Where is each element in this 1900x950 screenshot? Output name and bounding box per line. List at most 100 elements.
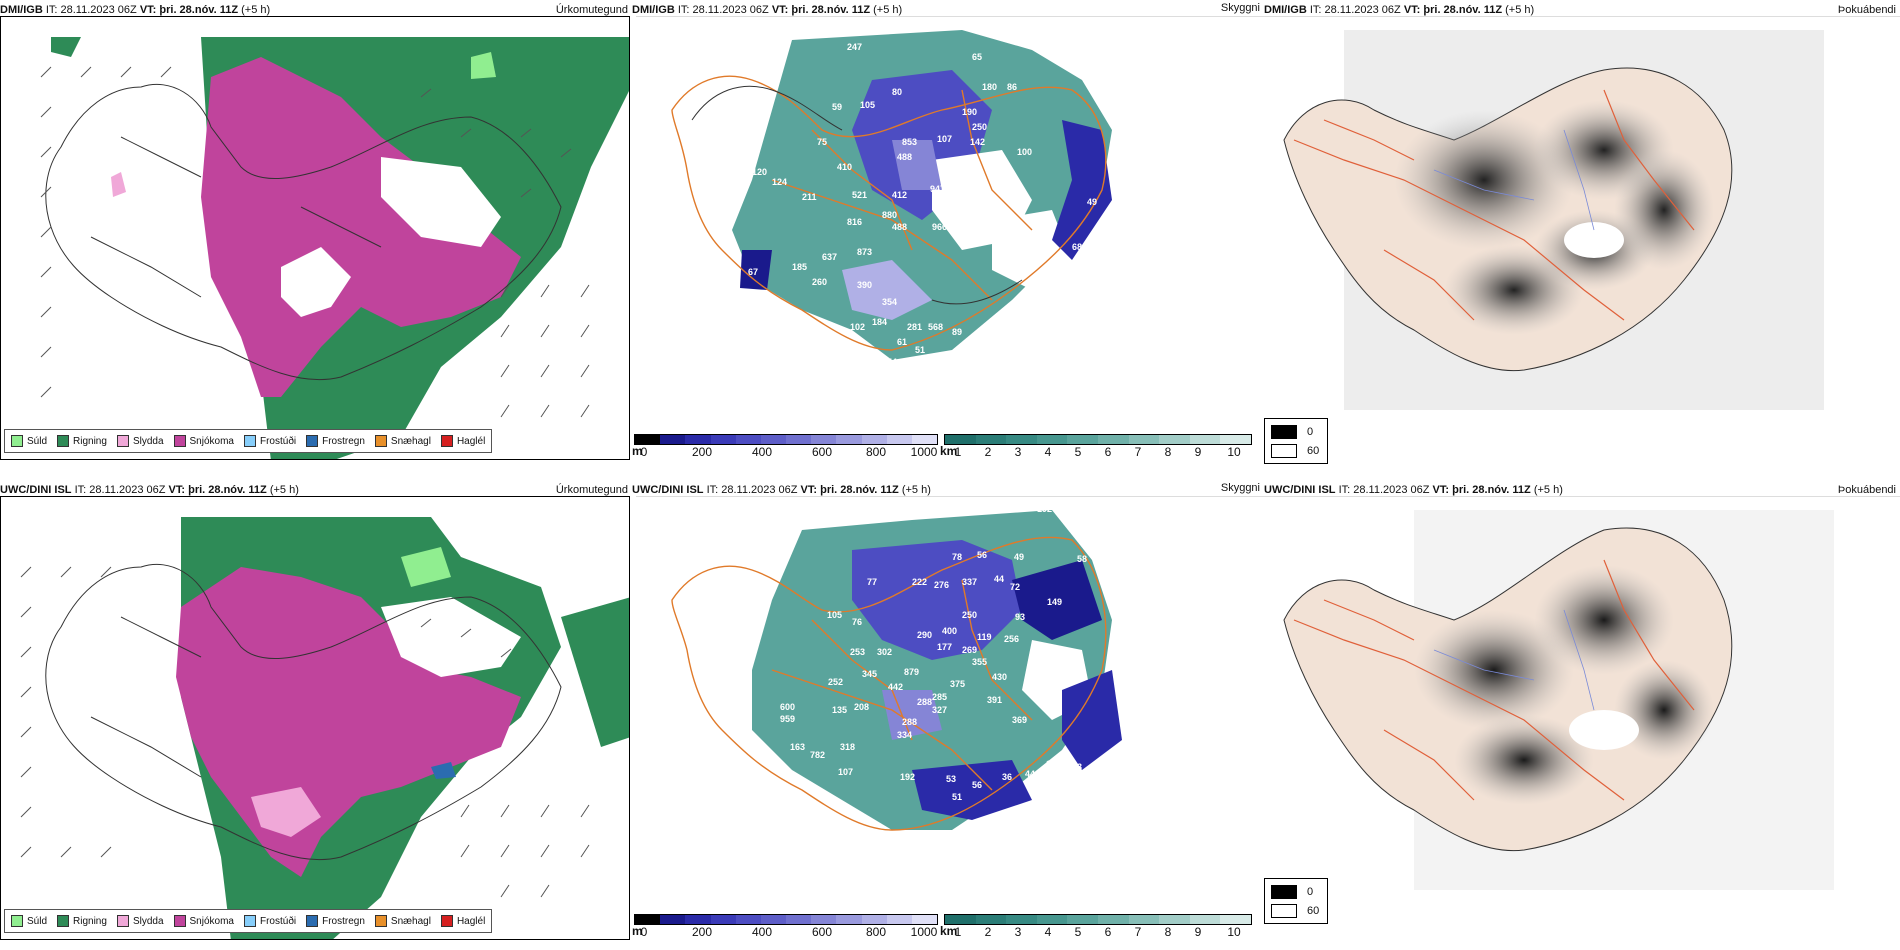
colorbar-segment — [1067, 915, 1098, 924]
svg-text:89: 89 — [952, 327, 962, 337]
svg-text:170: 170 — [872, 839, 887, 849]
legend-item-sudl: Súld — [11, 435, 47, 447]
svg-text:600: 600 — [780, 702, 795, 712]
svg-text:56: 56 — [972, 780, 982, 790]
fog-legend: 0 60 — [1264, 878, 1328, 924]
svg-text:72: 72 — [1170, 674, 1180, 684]
colorbar-segment — [1006, 435, 1037, 444]
panel-title: Skyggni — [1220, 482, 1260, 494]
colorbar-segment — [886, 915, 912, 924]
svg-text:184: 184 — [872, 317, 887, 327]
colorbar-segment — [975, 915, 1007, 924]
colorbar-segment — [1128, 915, 1160, 924]
svg-text:302: 302 — [877, 647, 892, 657]
colorbar-segment — [710, 435, 736, 444]
legend-item-snjokoma: Snjókoma — [173, 435, 234, 447]
svg-text:46: 46 — [1157, 742, 1167, 752]
ptype-panel: UWC/DINI ISL IT: 28.11.2023 06Z VT: þri.… — [0, 480, 632, 950]
colorbar-segment — [1097, 435, 1129, 444]
ptype-map[interactable]: Súld Rigning Slydda Snjókoma Frostúði Fr… — [0, 16, 630, 460]
svg-text:276: 276 — [934, 580, 949, 590]
colorbar-segment — [685, 915, 711, 924]
svg-text:78: 78 — [952, 552, 962, 562]
colorbar-segment — [760, 435, 787, 444]
panel-header: DMI/IGB IT: 28.11.2023 06Z VT: þri. 28.n… — [1264, 4, 1535, 16]
ceiling-visibility-panel: UWC/DINI ISL IT: 28.11.2023 06Z VT: þri.… — [632, 480, 1264, 950]
fog-map[interactable] — [1264, 510, 1900, 890]
svg-text:56: 56 — [977, 550, 987, 560]
panel-header: UWC/DINI ISL IT: 28.11.2023 06Z VT: þri.… — [0, 484, 299, 496]
svg-text:67: 67 — [748, 267, 758, 277]
colorbar-segment — [735, 915, 761, 924]
ceiling-map[interactable]: 247 59 105 80 65 180 86 75 410 853 488 1… — [632, 20, 1264, 430]
svg-text:260: 260 — [812, 277, 827, 287]
svg-text:947: 947 — [930, 184, 945, 194]
svg-text:959: 959 — [780, 714, 795, 724]
svg-text:327: 327 — [932, 705, 947, 715]
svg-text:252: 252 — [828, 677, 843, 687]
visibility-colorbar: 1 2 3 4 5 6 7 8 9 10 — [944, 914, 1252, 939]
divider — [636, 496, 1900, 497]
svg-text:142: 142 — [970, 137, 985, 147]
legend-item-rigning: Rigning — [57, 435, 107, 447]
fog-panel: DMI/IGB IT: 28.11.2023 06Z VT: þri. 28.n… — [1264, 0, 1900, 470]
svg-text:253: 253 — [850, 647, 865, 657]
colorbar-segment — [1189, 915, 1221, 924]
svg-text:816: 816 — [847, 217, 862, 227]
ptype-panel: DMI/IGB IT: 28.11.2023 06Z VT: þri. 28.n… — [0, 0, 632, 470]
svg-text:879: 879 — [904, 667, 919, 677]
svg-text:345: 345 — [862, 669, 877, 679]
legend-item-frostregn: Frostregn — [306, 435, 365, 447]
svg-text:105: 105 — [860, 100, 875, 110]
ceiling-map[interactable]: 192 68 78 56 49 58 77 222 276 337 44 72 … — [632, 500, 1264, 910]
legend-item-slydda: Slydda — [116, 435, 164, 447]
svg-text:82: 82 — [727, 172, 737, 182]
svg-text:442: 442 — [888, 682, 903, 692]
svg-text:185: 185 — [792, 262, 807, 272]
svg-text:285: 285 — [932, 692, 947, 702]
svg-text:211: 211 — [802, 192, 817, 202]
colorbar-segment — [635, 915, 661, 924]
svg-text:85: 85 — [782, 332, 792, 342]
svg-text:154: 154 — [1046, 759, 1061, 769]
colorbar-segment — [836, 915, 862, 924]
svg-text:958: 958 — [900, 387, 915, 397]
svg-text:77: 77 — [867, 577, 877, 587]
colorbar-segment — [1006, 915, 1037, 924]
colorbar-segment — [685, 435, 711, 444]
svg-text:190: 190 — [962, 107, 977, 117]
colorbar-segment — [786, 435, 812, 444]
fog-map[interactable] — [1264, 30, 1900, 410]
colorbar-segment — [811, 435, 837, 444]
colorbar-segment — [786, 915, 812, 924]
svg-text:375: 375 — [950, 679, 965, 689]
svg-text:788: 788 — [944, 862, 959, 872]
svg-text:222: 222 — [912, 577, 927, 587]
colorbar-segment — [660, 915, 686, 924]
ptype-map[interactable]: Súld Rigning Slydda Snjókoma Frostúði Fr… — [0, 496, 630, 940]
svg-text:369: 369 — [1012, 715, 1027, 725]
svg-text:56: 56 — [1044, 267, 1054, 277]
svg-text:192: 192 — [1037, 504, 1052, 514]
svg-text:288: 288 — [902, 717, 917, 727]
svg-text:853: 853 — [902, 137, 917, 147]
svg-text:521: 521 — [852, 190, 867, 200]
svg-text:135: 135 — [832, 705, 847, 715]
svg-text:206: 206 — [860, 377, 875, 387]
ceiling-colorbar: 0 200 400 600 800 1000 — [634, 914, 938, 939]
panel-title: Skyggni — [1220, 2, 1260, 14]
svg-text:58: 58 — [1077, 554, 1087, 564]
ptype-map-canvas — [1, 497, 629, 939]
svg-text:410: 410 — [837, 162, 852, 172]
colorbar-segment — [1067, 435, 1098, 444]
panel-header: DMI/IGB IT: 28.11.2023 06Z VT: þri. 28.n… — [632, 4, 903, 16]
svg-text:430: 430 — [992, 672, 1007, 682]
svg-text:412: 412 — [892, 190, 907, 200]
svg-text:124: 124 — [772, 177, 787, 187]
legend-item-snaehagl: Snæhagl — [374, 435, 431, 447]
colorbar-segment — [1097, 915, 1129, 924]
svg-text:36: 36 — [1002, 772, 1012, 782]
svg-text:54: 54 — [887, 357, 897, 367]
svg-text:120: 120 — [752, 167, 767, 177]
ceiling-visibility-panel: DMI/IGB IT: 28.11.2023 06Z VT: þri. 28.n… — [632, 0, 1264, 470]
